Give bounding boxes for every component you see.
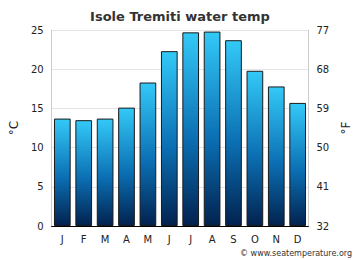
svg-text:°C: °C [7,121,21,135]
svg-text:25: 25 [31,25,44,36]
svg-text:S: S [230,234,236,245]
svg-text:O: O [251,234,259,245]
svg-text:M: M [144,234,153,245]
svg-text:5: 5 [37,181,43,192]
svg-text:°F: °F [339,121,353,134]
svg-text:68: 68 [316,64,329,75]
svg-text:© www.seatemperature.org: © www.seatemperature.org [240,249,352,258]
svg-text:77: 77 [316,25,329,36]
svg-text:J: J [167,234,171,245]
svg-text:Isole Tremiti water temp: Isole Tremiti water temp [90,9,270,24]
svg-text:0: 0 [37,221,43,232]
svg-text:J: J [60,234,64,245]
svg-text:A: A [123,234,130,245]
svg-text:59: 59 [316,103,329,114]
svg-text:J: J [188,234,192,245]
svg-text:32: 32 [316,221,329,232]
svg-text:N: N [273,234,280,245]
svg-text:A: A [209,234,216,245]
svg-text:M: M [101,234,110,245]
svg-text:41: 41 [316,181,329,192]
svg-text:20: 20 [31,64,44,75]
svg-text:10: 10 [31,142,44,153]
svg-text:15: 15 [31,103,44,114]
svg-text:D: D [294,234,302,245]
svg-text:F: F [81,234,87,245]
svg-text:50: 50 [316,142,329,153]
